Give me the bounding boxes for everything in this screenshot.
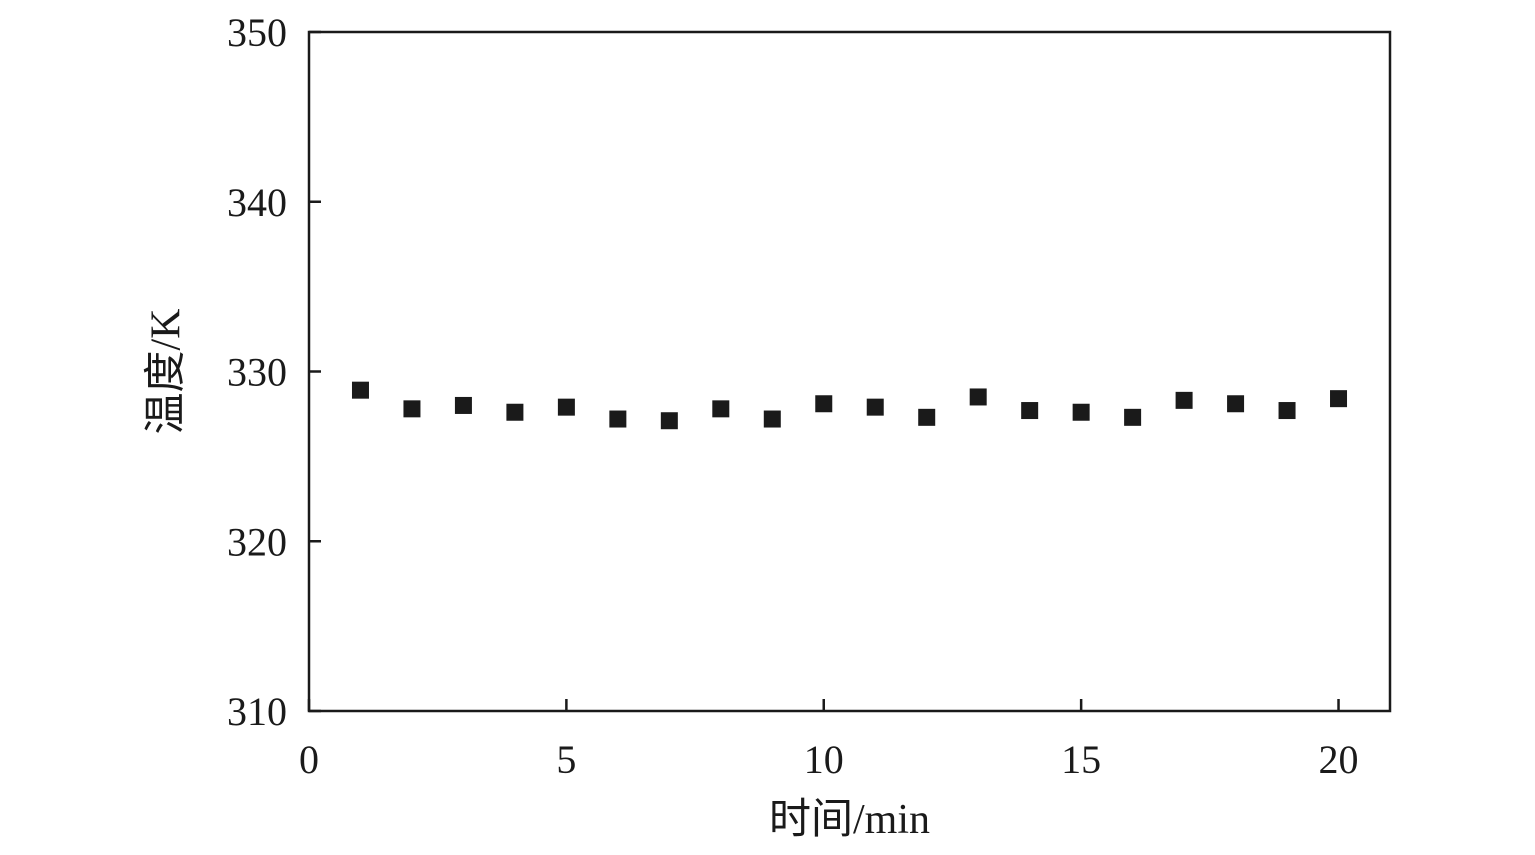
data-point [1330, 390, 1348, 408]
data-point [815, 395, 833, 413]
data-point [1227, 395, 1245, 413]
y-tick-label: 350 [227, 10, 287, 55]
data-point [1021, 402, 1039, 420]
data-point [557, 398, 575, 416]
data-point [763, 410, 781, 428]
x-tick-label: 15 [1061, 737, 1101, 782]
y-axis-ticks: 310 320 330 340 350 [227, 10, 321, 734]
x-tick-label: 20 [1319, 737, 1359, 782]
data-points [351, 381, 1348, 430]
data-point [1278, 402, 1296, 420]
data-point [969, 388, 987, 406]
y-tick-label: 330 [227, 350, 287, 395]
data-point [609, 410, 627, 428]
data-point [454, 396, 472, 414]
data-point [1124, 408, 1142, 426]
data-point [1072, 403, 1090, 421]
plot-frame [307, 30, 1392, 713]
x-axis-ticks: 0 5 10 15 20 [299, 699, 1359, 782]
y-axis-title: 温度/K [144, 308, 190, 434]
y-tick-label: 310 [227, 689, 287, 734]
data-point [351, 381, 369, 399]
x-tick-label: 0 [299, 737, 319, 782]
data-point [403, 400, 421, 418]
y-tick-label: 320 [227, 519, 287, 564]
data-point [506, 403, 524, 421]
x-axis-title: 时间/min [769, 797, 930, 843]
x-tick-label: 10 [804, 737, 844, 782]
data-point [712, 400, 730, 418]
data-point [660, 412, 678, 430]
data-point [918, 408, 936, 426]
data-point [1175, 391, 1193, 409]
data-point [866, 398, 884, 416]
y-tick-label: 340 [227, 180, 287, 225]
x-tick-label: 5 [556, 737, 576, 782]
